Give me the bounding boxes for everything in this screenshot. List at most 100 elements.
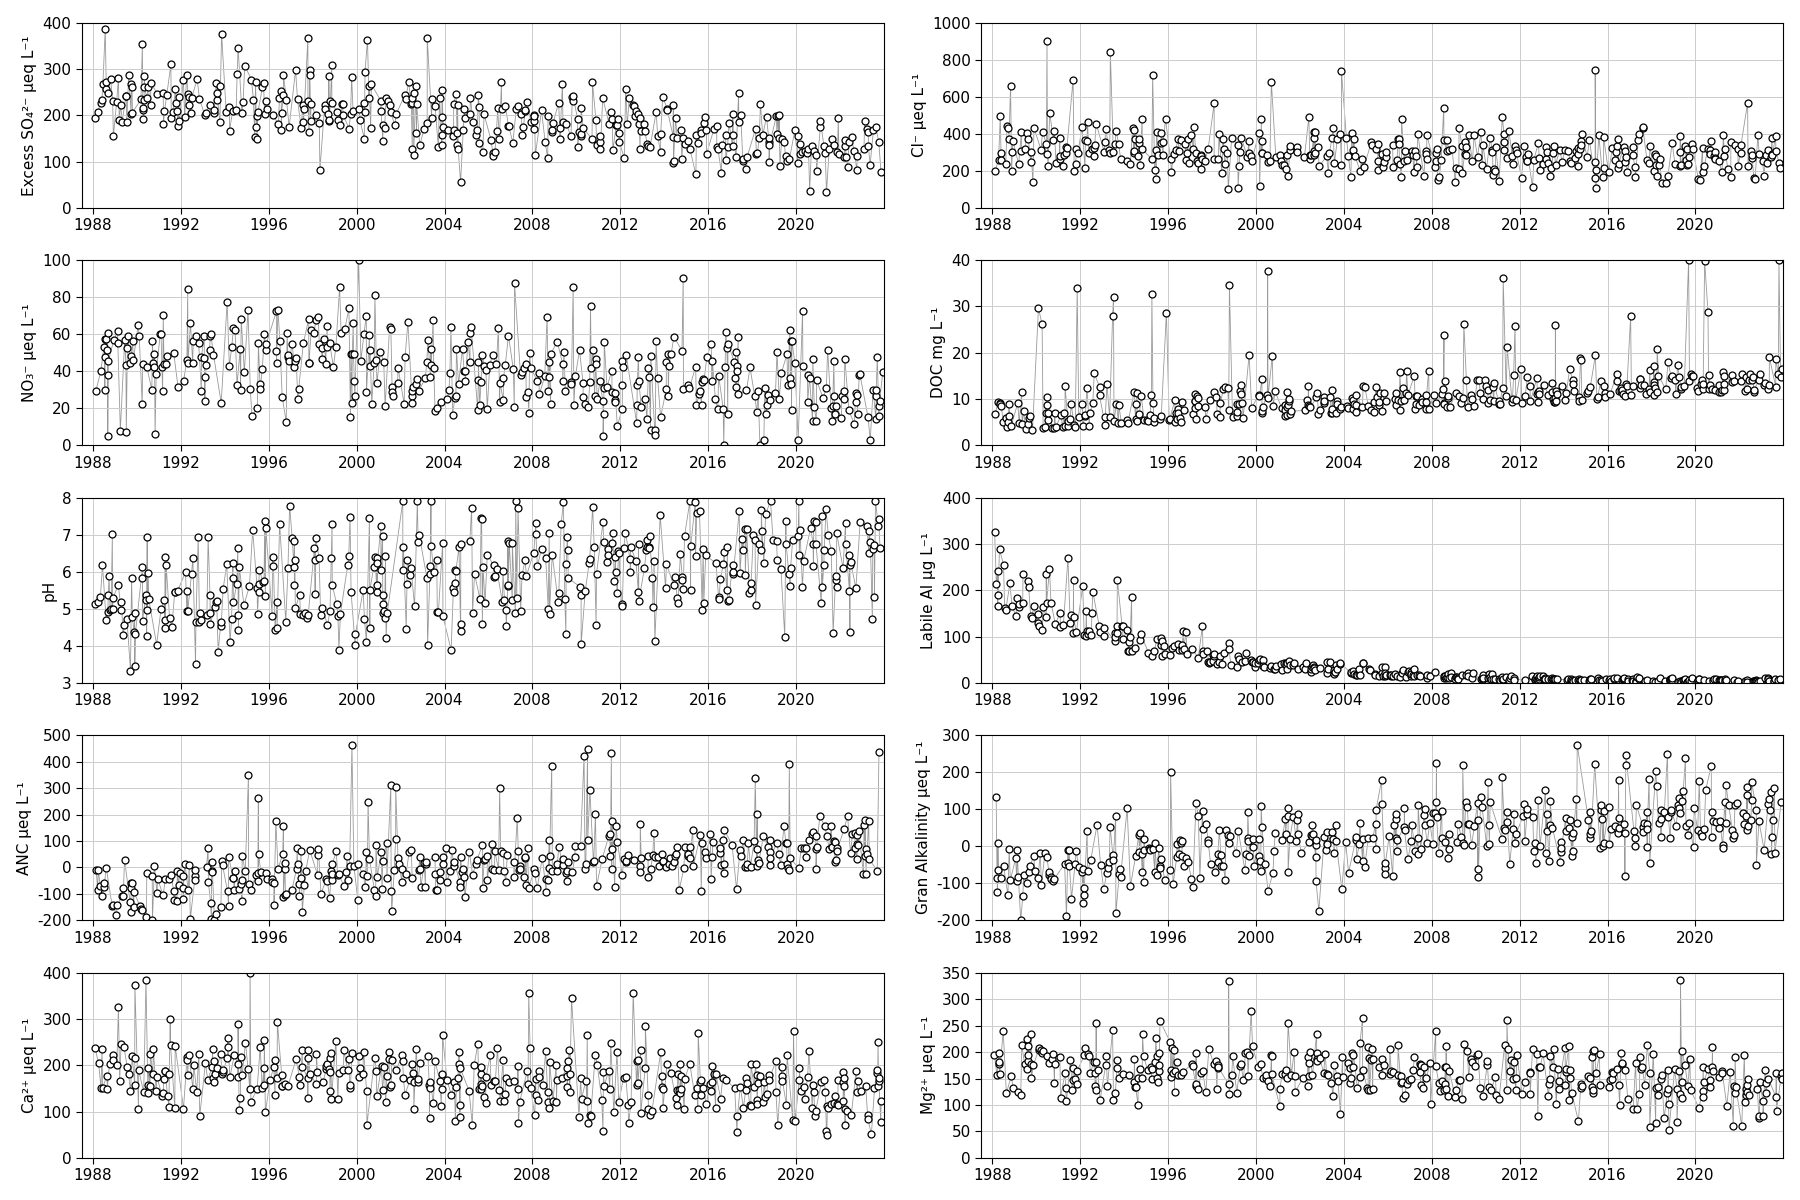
Point (668, 341, 697, 360)
Point (1006, 911, 1035, 930)
Point (1058, 1058, 1087, 1078)
Point (504, 1056, 533, 1075)
Point (1222, 658, 1251, 677)
Point (464, 85, 493, 104)
Point (1301, 871, 1330, 890)
Point (603, 1043, 632, 1062)
Point (1379, 1062, 1408, 1081)
Point (1393, 662, 1422, 682)
Point (1033, 410, 1062, 430)
Point (286, 842, 315, 862)
Point (659, 95, 688, 114)
Point (553, 541, 581, 560)
Point (1732, 672, 1760, 691)
Point (1507, 169, 1535, 188)
Point (524, 364, 553, 383)
Point (1013, 1051, 1042, 1070)
Point (1271, 1061, 1300, 1080)
Point (1037, 869, 1066, 888)
Point (203, 642, 232, 661)
Point (369, 604, 398, 623)
Point (653, 101, 682, 120)
Point (1669, 671, 1697, 690)
Point (797, 1098, 826, 1117)
Point (1021, 862, 1049, 881)
Point (851, 864, 880, 883)
Point (326, 115, 355, 134)
Point (265, 114, 293, 133)
Point (1031, 844, 1060, 863)
Point (1735, 370, 1764, 389)
Point (677, 581, 706, 600)
Point (995, 839, 1024, 858)
Point (479, 344, 508, 364)
Point (1253, 145, 1282, 164)
Point (1226, 384, 1255, 403)
Point (567, 125, 596, 144)
Point (209, 1061, 238, 1080)
Point (504, 1080, 533, 1099)
Point (1228, 394, 1256, 413)
Point (1141, 140, 1170, 160)
Point (985, 1064, 1013, 1084)
Point (427, 871, 455, 890)
Point (337, 104, 365, 124)
Point (860, 1079, 889, 1098)
Point (1453, 665, 1481, 684)
Point (1566, 139, 1595, 158)
Point (151, 1061, 180, 1080)
Point (1310, 841, 1339, 860)
Point (711, 126, 740, 145)
Point (1129, 1046, 1157, 1066)
Point (160, 582, 189, 601)
Point (1733, 1082, 1762, 1102)
Point (999, 131, 1028, 150)
Point (1460, 397, 1489, 416)
Point (1091, 415, 1120, 434)
Point (670, 1069, 698, 1088)
Point (1226, 1055, 1255, 1074)
Point (1046, 128, 1075, 148)
Point (1454, 1068, 1483, 1087)
Point (1238, 1037, 1267, 1056)
Point (200, 1073, 229, 1092)
Point (1449, 314, 1478, 334)
Point (1177, 640, 1206, 659)
Point (749, 827, 778, 846)
Point (248, 359, 277, 378)
Point (1762, 1102, 1791, 1121)
Point (686, 120, 715, 139)
Point (405, 382, 434, 401)
Point (553, 1051, 581, 1070)
Point (1246, 124, 1274, 143)
Point (1510, 794, 1539, 814)
Point (1636, 137, 1665, 156)
Point (1152, 304, 1181, 323)
Point (864, 510, 893, 529)
Point (1033, 847, 1062, 866)
Point (1307, 658, 1336, 677)
Point (1046, 146, 1075, 166)
Point (1130, 840, 1159, 859)
Point (1348, 654, 1377, 673)
Point (1499, 1069, 1528, 1088)
Point (772, 1096, 801, 1115)
Point (1204, 652, 1233, 671)
Point (1114, 1066, 1143, 1085)
Point (1102, 617, 1130, 636)
Point (504, 1114, 533, 1133)
Point (173, 601, 202, 620)
Point (410, 853, 439, 872)
Point (441, 389, 470, 408)
Point (293, 1049, 322, 1068)
Point (257, 872, 286, 892)
Point (1139, 408, 1168, 427)
Point (398, 89, 427, 108)
Point (592, 553, 621, 572)
Point (1541, 155, 1570, 174)
Point (680, 1085, 709, 1104)
Point (563, 137, 592, 156)
Point (785, 546, 814, 565)
Point (376, 881, 405, 900)
Point (1633, 1036, 1661, 1055)
